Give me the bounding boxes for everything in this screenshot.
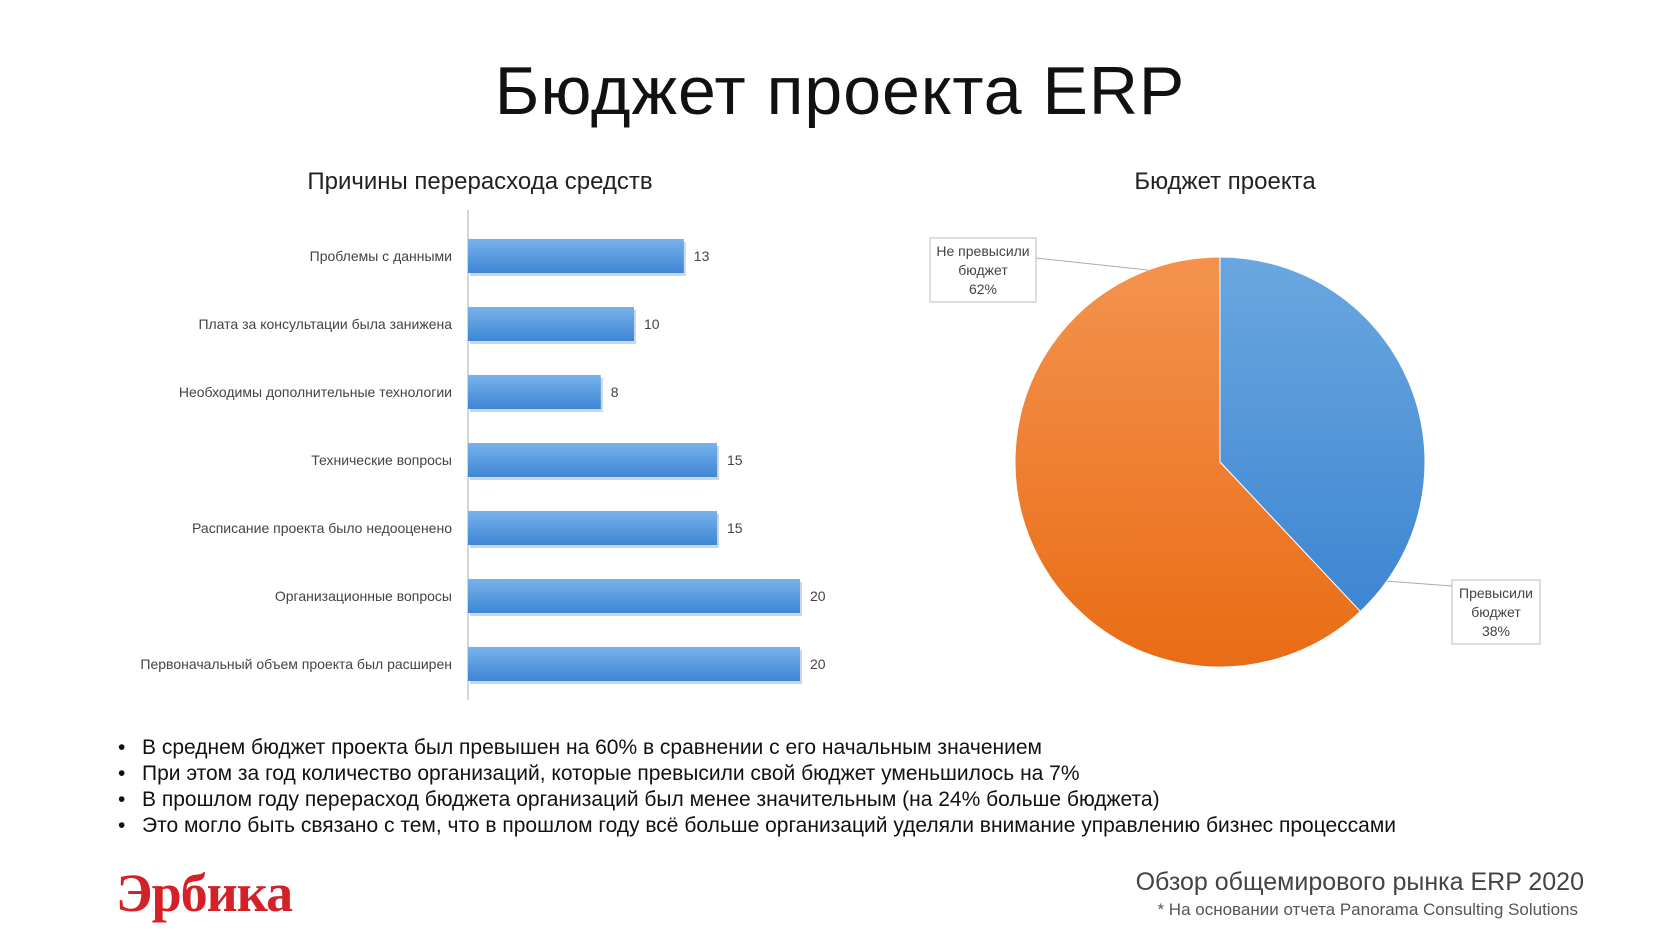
- bar: [468, 647, 800, 681]
- bullet-item: В среднем бюджет проекта был превышен на…: [118, 735, 1396, 761]
- bar-chart-title: Причины перерасхода средств: [307, 168, 653, 195]
- pie-data-label-line: 38%: [1482, 623, 1510, 639]
- bar-category-label: Расписание проекта было недооценено: [192, 520, 452, 536]
- pie-slice: [1014, 256, 1362, 668]
- bullet-item: При этом за год количество организаций, …: [118, 761, 1396, 787]
- bar-chart: Проблемы с данными 13 Плата за консультаци…: [140, 210, 826, 700]
- bullet-item: Это могло быть связано с тем, что в прош…: [118, 813, 1396, 839]
- logo: Эрбика: [116, 863, 293, 923]
- bar: [468, 511, 717, 545]
- bar-value-label: 15: [727, 452, 743, 468]
- bar: [468, 307, 634, 341]
- bar-category-label: Первоначальный объем проекта был расшире…: [140, 656, 452, 672]
- pie-leader-line: [1386, 580, 1453, 587]
- report-note: * На основании отчета Panorama Consultin…: [1157, 900, 1578, 919]
- pie-data-label-line: Не превысили: [936, 243, 1029, 259]
- report-title: Обзор общемирового рынка ERP 2020: [1135, 868, 1584, 896]
- pie-data-label-line: бюджет: [958, 262, 1008, 278]
- pie-data-label: Не превысили бюджет 62%: [936, 243, 1029, 297]
- bar: [468, 579, 800, 613]
- bar-category-label: Необходимы дополнительные технологии: [179, 384, 452, 400]
- slide-title: Бюджет проекта ERP: [494, 53, 1186, 129]
- pie-data-label-box: [929, 237, 1037, 303]
- bar-category-label: Плата за консультации была занижена: [198, 316, 452, 332]
- bar-value-label: 13: [694, 248, 710, 264]
- pie-chart: Превысили бюджет 38% Не превысили бюджет 62%: [929, 237, 1541, 668]
- bullet-item: В прошлом году перерасход бюджета органи…: [118, 787, 1396, 813]
- pie-data-label-line: Превысили: [1459, 585, 1533, 601]
- bar-value-label: 15: [727, 520, 743, 536]
- bar-category-label: Организационные вопросы: [275, 588, 452, 604]
- bullet-list: В среднем бюджет проекта был превышен на…: [118, 735, 1396, 839]
- pie-data-label-box: [1451, 579, 1541, 645]
- pie-data-label: Превысили бюджет 38%: [1459, 585, 1533, 639]
- bar-value-label: 10: [644, 316, 660, 332]
- bar: [468, 239, 684, 273]
- bar-value-label: 20: [810, 588, 826, 604]
- pie-slice: [1219, 256, 1426, 613]
- bar: [468, 375, 601, 409]
- bar: [468, 443, 717, 477]
- pie-leader-line: [1035, 257, 1148, 271]
- pie-data-label-line: бюджет: [1471, 604, 1521, 620]
- bar-value-label: 8: [611, 384, 619, 400]
- bar-category-label: Проблемы с данными: [310, 248, 452, 264]
- bar-category-label: Технические вопросы: [311, 452, 452, 468]
- bar-value-label: 20: [810, 656, 826, 672]
- pie-data-label-line: 62%: [969, 281, 997, 297]
- pie-chart-title: Бюджет проекта: [1134, 168, 1316, 195]
